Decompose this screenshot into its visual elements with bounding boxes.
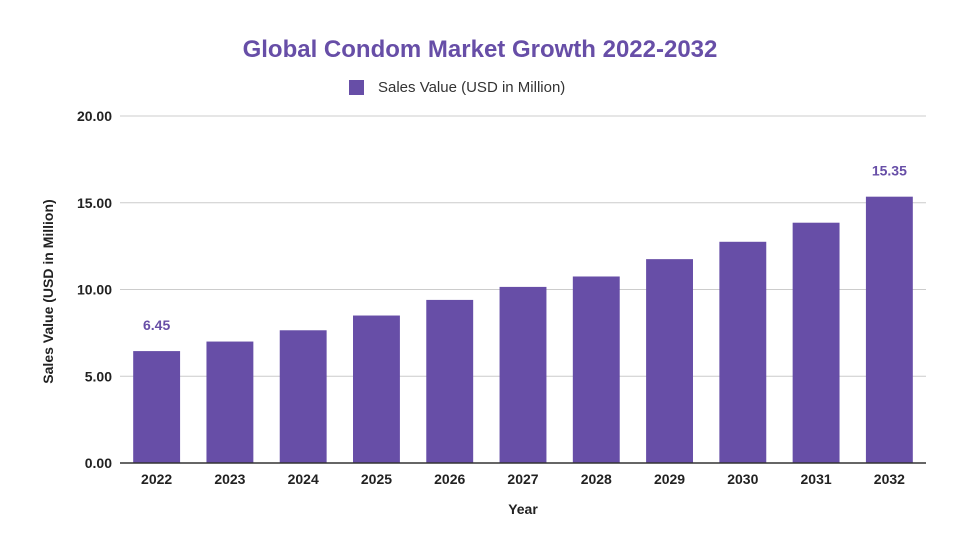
bar-2032 (865, 196, 913, 464)
chart-title: Global Condom Market Growth 2022-2032 (242, 36, 718, 63)
x-tick-label: 2023 (214, 471, 245, 487)
bar-2029 (646, 259, 693, 463)
bar-2031 (792, 222, 840, 463)
chart-legend: Sales Value (USD in Million) (349, 79, 565, 96)
y-tick-label: 10.00 (77, 282, 112, 298)
x-tick-label: 2032 (874, 471, 905, 487)
bar-2026 (426, 299, 474, 463)
data-label-2032: 15.35 (872, 163, 907, 179)
x-axis-title: Year (508, 501, 538, 517)
y-axis-title: Sales Value (USD in Million) (40, 199, 56, 383)
bar-2022 (133, 351, 181, 463)
y-tick-label: 20.00 (77, 108, 112, 124)
legend-label: Sales Value (USD in Million) (378, 79, 566, 96)
y-tick-label: 15.00 (77, 195, 112, 211)
x-tick-label: 2028 (581, 471, 612, 487)
x-tick-label: 2024 (288, 471, 319, 487)
x-tick-label: 2022 (141, 471, 172, 487)
x-tick-label: 2031 (801, 471, 832, 487)
y-tick-label: 5.00 (85, 368, 112, 384)
bar-2030 (719, 241, 767, 463)
x-tick-label: 2025 (361, 471, 392, 487)
y-tick-label: 0.00 (85, 455, 112, 471)
x-tick-label: 2026 (434, 471, 465, 487)
data-label-2022: 6.45 (143, 317, 170, 333)
x-tick-label: 2030 (727, 471, 758, 487)
bar-2028 (572, 276, 620, 463)
x-tick-label: 2027 (507, 471, 538, 487)
bar-2024 (279, 330, 327, 463)
bar-2023 (206, 341, 254, 463)
bar-2027 (499, 286, 547, 463)
bar-2025 (353, 315, 400, 463)
legend-swatch (349, 80, 364, 95)
x-tick-label: 2029 (654, 471, 685, 487)
